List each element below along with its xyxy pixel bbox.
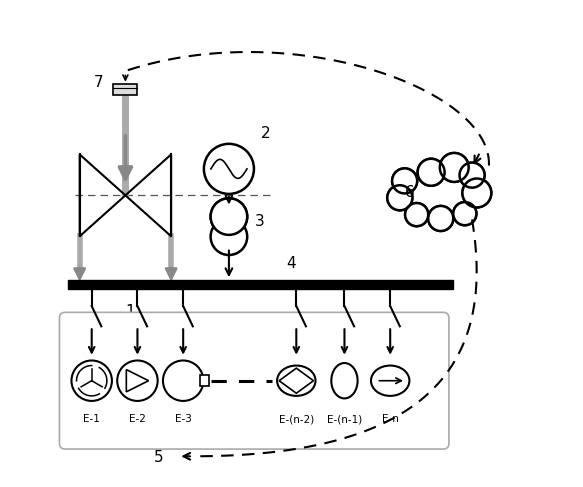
Ellipse shape [331,363,357,398]
Circle shape [117,360,157,401]
Circle shape [210,218,247,255]
Circle shape [463,179,491,207]
Bar [201,375,209,386]
Circle shape [452,202,477,226]
Circle shape [417,158,445,187]
Ellipse shape [277,366,315,396]
Polygon shape [279,368,314,393]
Bar [113,84,138,95]
Text: E-3: E-3 [175,414,192,424]
Circle shape [462,178,492,208]
Circle shape [392,169,417,193]
Circle shape [405,204,428,226]
Text: E-2: E-2 [129,414,146,424]
Circle shape [210,198,247,235]
Text: 6: 6 [405,186,415,201]
Circle shape [405,203,429,227]
Circle shape [427,206,454,232]
Ellipse shape [371,366,409,396]
Text: 4: 4 [287,256,296,271]
Text: 7: 7 [94,75,104,90]
Circle shape [72,360,112,401]
Circle shape [460,163,484,187]
Text: E-(n-1): E-(n-1) [327,414,362,424]
Circle shape [204,144,254,194]
Circle shape [439,152,469,183]
Circle shape [392,168,418,194]
Circle shape [387,185,413,211]
Text: 3: 3 [254,214,264,229]
Circle shape [210,198,247,235]
Circle shape [459,162,485,188]
Circle shape [454,203,476,225]
Text: E-n: E-n [382,414,399,424]
Circle shape [418,159,444,186]
Circle shape [440,153,468,182]
Text: 2: 2 [261,127,271,141]
Bar [68,280,453,289]
Circle shape [429,206,453,231]
Text: E-(n-2): E-(n-2) [279,414,314,424]
FancyBboxPatch shape [59,312,449,449]
Text: E-1: E-1 [83,414,100,424]
Text: 1: 1 [125,304,135,318]
Circle shape [163,360,203,401]
Circle shape [388,186,412,210]
Text: 5: 5 [154,450,164,465]
